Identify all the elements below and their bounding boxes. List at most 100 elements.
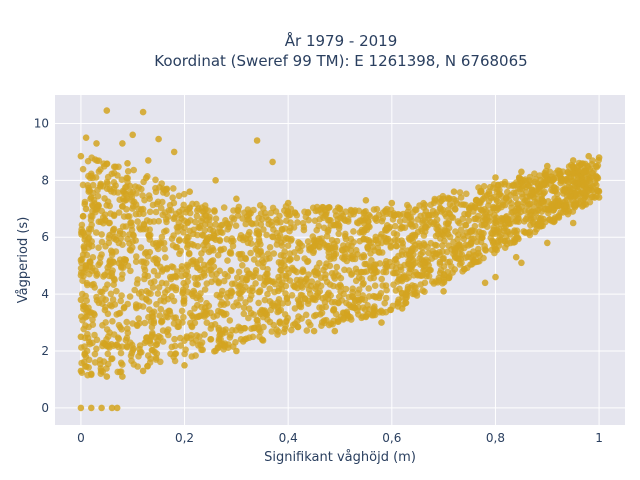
data-point xyxy=(310,327,318,335)
data-point xyxy=(180,201,187,209)
data-point xyxy=(158,318,165,326)
data-point xyxy=(222,217,229,224)
data-point xyxy=(490,193,498,201)
data-point xyxy=(545,205,552,213)
data-point xyxy=(288,326,295,334)
data-point xyxy=(504,188,511,196)
data-point xyxy=(370,309,377,317)
data-point xyxy=(235,283,242,291)
y-tick-label: 10 xyxy=(34,116,49,130)
data-point xyxy=(162,254,169,261)
data-point xyxy=(431,219,438,226)
data-point xyxy=(224,273,231,280)
data-point xyxy=(377,233,384,241)
data-point xyxy=(408,248,415,255)
data-point xyxy=(175,192,183,200)
data-point xyxy=(237,336,245,343)
data-point xyxy=(243,276,251,284)
data-point xyxy=(322,293,329,301)
data-point xyxy=(360,236,367,243)
data-point xyxy=(522,216,530,223)
data-point xyxy=(240,310,248,318)
data-point xyxy=(518,168,525,176)
data-point xyxy=(83,297,90,305)
data-point xyxy=(328,298,336,306)
data-point xyxy=(220,310,227,317)
data-point xyxy=(305,216,313,224)
data-point xyxy=(140,178,147,186)
data-point xyxy=(220,277,228,285)
data-point xyxy=(282,322,289,330)
data-point xyxy=(228,326,236,334)
data-point xyxy=(288,292,296,299)
data-point xyxy=(446,273,453,280)
data-point xyxy=(248,325,255,333)
data-point xyxy=(393,242,400,250)
data-point xyxy=(77,367,85,375)
data-point xyxy=(542,218,549,226)
data-point xyxy=(581,195,588,202)
data-point xyxy=(157,204,165,212)
data-point xyxy=(140,220,148,228)
data-point xyxy=(367,250,374,257)
data-point xyxy=(497,231,505,238)
data-point xyxy=(456,261,464,268)
data-point xyxy=(398,305,406,312)
data-point xyxy=(180,313,187,321)
data-point xyxy=(98,404,105,412)
data-point xyxy=(118,275,125,282)
data-point xyxy=(265,216,272,224)
data-point xyxy=(84,157,92,165)
data-point xyxy=(383,210,391,217)
data-point xyxy=(133,304,140,312)
data-point xyxy=(440,232,448,239)
data-point xyxy=(266,244,274,251)
data-point xyxy=(246,228,253,236)
data-point xyxy=(109,296,117,303)
data-point xyxy=(460,201,467,208)
data-point xyxy=(189,200,196,208)
data-point xyxy=(85,356,93,364)
data-point xyxy=(331,327,339,335)
data-point xyxy=(230,303,237,310)
data-point xyxy=(362,197,370,204)
data-point xyxy=(456,189,464,196)
data-point xyxy=(95,168,103,175)
data-point xyxy=(146,208,154,216)
data-point xyxy=(349,252,357,259)
data-point xyxy=(126,293,134,300)
data-point xyxy=(132,210,140,218)
data-point xyxy=(522,176,529,183)
data-point xyxy=(218,299,226,306)
data-point xyxy=(91,350,99,358)
data-point xyxy=(412,206,420,214)
data-point xyxy=(233,347,240,355)
x-tick-label: 0,6 xyxy=(382,431,401,445)
data-point xyxy=(270,321,278,329)
data-point xyxy=(115,310,123,317)
data-point xyxy=(278,225,286,233)
data-point xyxy=(189,257,197,264)
data-point xyxy=(293,212,301,219)
data-point xyxy=(312,207,320,215)
data-point xyxy=(98,231,105,238)
data-point xyxy=(77,264,85,272)
data-point xyxy=(359,292,367,299)
data-point xyxy=(372,215,379,223)
data-point xyxy=(334,283,342,291)
data-point xyxy=(588,161,596,168)
data-point xyxy=(326,204,333,211)
data-point xyxy=(348,271,355,279)
data-point xyxy=(319,239,327,247)
data-point xyxy=(107,210,114,217)
data-point xyxy=(123,206,130,213)
data-point xyxy=(80,243,88,250)
data-point xyxy=(186,188,193,195)
data-point xyxy=(419,287,427,294)
data-point xyxy=(323,316,330,324)
data-point xyxy=(260,226,267,233)
data-point xyxy=(124,262,132,270)
data-point xyxy=(212,177,219,184)
data-point xyxy=(194,231,201,239)
data-point xyxy=(116,196,123,203)
